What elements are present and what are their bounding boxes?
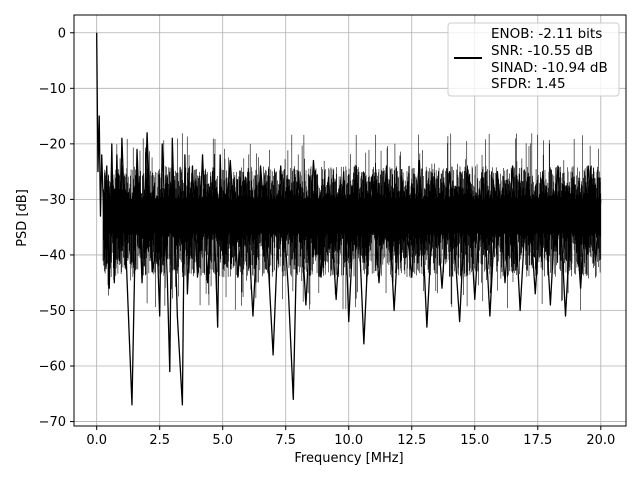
y-tick-label: −30 xyxy=(39,193,66,208)
y-tick-label: −60 xyxy=(39,360,66,375)
x-tick-label: 12.5 xyxy=(397,433,426,448)
x-tick-label: 2.5 xyxy=(149,433,170,448)
y-tick-label: −50 xyxy=(39,304,66,319)
y-axis-label: PSD [dB] xyxy=(15,189,30,247)
legend-entry-snr: SNR: -10.55 dB xyxy=(491,43,593,59)
psd-line xyxy=(96,32,602,406)
x-axis: 0.0 2.5 5.0 7.5 10.0 12.5 15.0 17.5 20.0 xyxy=(86,426,615,448)
legend-entry-sfdr: SFDR: 1.45 xyxy=(491,76,566,92)
x-tick-label: 17.5 xyxy=(523,433,552,448)
y-tick-label: −20 xyxy=(39,137,66,152)
y-tick-label: 0 xyxy=(58,26,66,41)
psd-series xyxy=(96,32,602,406)
y-axis: 0 −10 −20 −30 −40 −50 −60 −70 xyxy=(39,26,74,430)
y-tick-label: −10 xyxy=(39,82,66,97)
legend: ENOB: -2.11 bits SNR: -10.55 dB SINAD: -… xyxy=(447,22,620,97)
x-tick-label: 10.0 xyxy=(334,433,363,448)
legend-box xyxy=(447,22,620,97)
x-tick-label: 20.0 xyxy=(586,433,615,448)
x-tick-label: 0.0 xyxy=(86,433,107,448)
x-tick-label: 5.0 xyxy=(212,433,233,448)
y-tick-label: −40 xyxy=(39,248,66,263)
legend-entry-sinad: SINAD: -10.94 dB xyxy=(491,60,608,76)
x-tick-label: 15.0 xyxy=(460,433,489,448)
y-tick-label: −70 xyxy=(39,415,66,430)
legend-entry-enob: ENOB: -2.11 bits xyxy=(491,26,602,42)
x-axis-label: Frequency [MHz] xyxy=(294,451,403,466)
x-tick-label: 7.5 xyxy=(275,433,296,448)
plot-frame xyxy=(73,14,627,427)
